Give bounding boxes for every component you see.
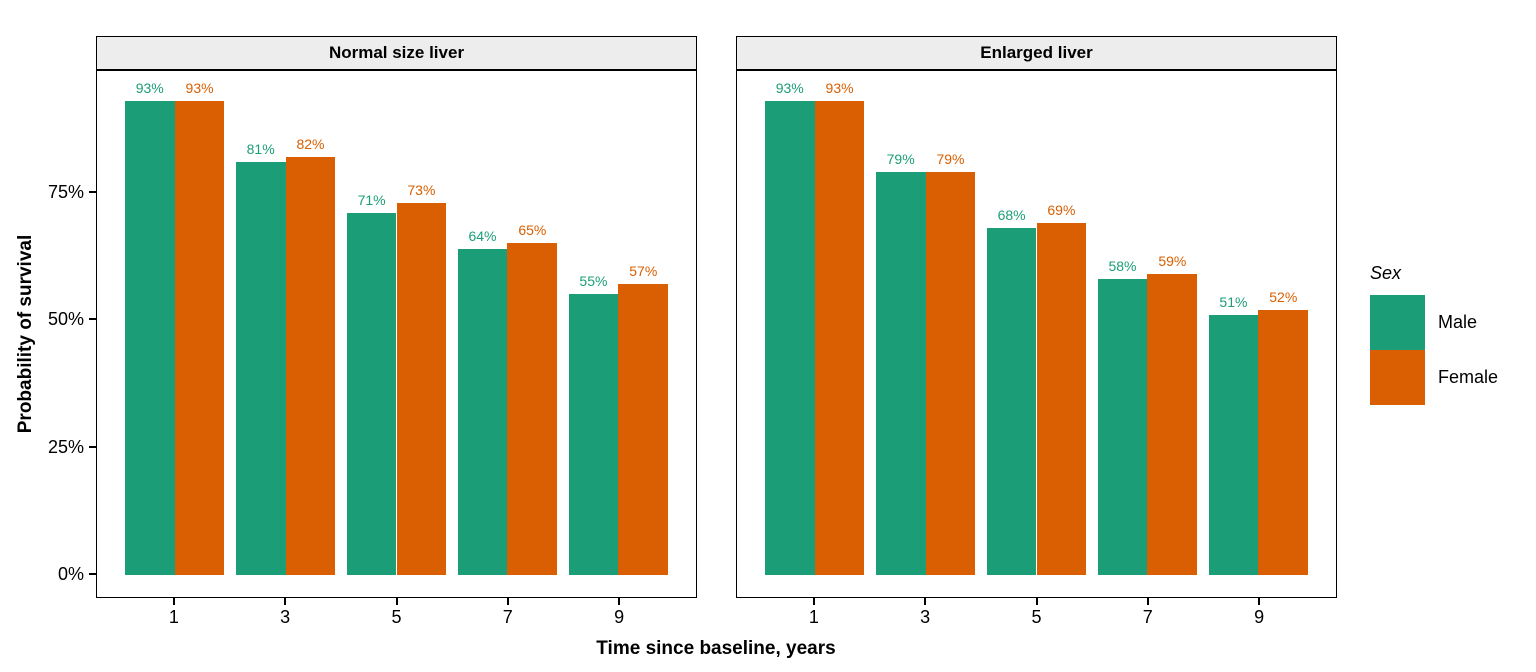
x-tick-mark [1146, 598, 1149, 605]
bar-male [986, 228, 1037, 575]
facet-panel: 93% 79% 68% 58% 51% 93% 79% 69% 59% 52% [736, 70, 1337, 598]
x-tick-label: 3 [920, 607, 931, 627]
bar-value-label: 68% [997, 207, 1026, 223]
y-tick-mark [89, 190, 97, 193]
bar-value-label: 79% [936, 151, 965, 167]
bar-value-label: 79% [886, 151, 915, 167]
bar-male [346, 213, 397, 575]
y-tick-mark [89, 573, 97, 575]
bar-value-label: 65% [518, 222, 547, 238]
x-tick-mark [1258, 598, 1261, 605]
bar-female [507, 243, 558, 575]
x-tick-mark [924, 598, 927, 605]
x-tick-label: 9 [614, 607, 625, 627]
x-tick-mark [172, 598, 175, 605]
x-tick-mark [395, 598, 398, 605]
facet-strip: Enlarged liver [736, 36, 1337, 70]
bar-value-label: 71% [357, 192, 386, 208]
bar-female [1147, 274, 1198, 575]
x-tick-mark [506, 598, 509, 605]
bar-value-label: 57% [629, 263, 658, 279]
bar-female [1258, 310, 1309, 575]
x-tick-mark [1035, 598, 1038, 605]
bar-value-label: 58% [1108, 258, 1137, 274]
bar-male [875, 172, 926, 575]
x-tick-mark [812, 598, 815, 605]
legend-item-label: Female [1438, 367, 1499, 387]
legend-item-label: Male [1438, 312, 1478, 332]
y-axis-title: Probability of survival [15, 234, 36, 434]
x-tick-label: 7 [502, 607, 513, 627]
bar-value-label: 93% [825, 80, 854, 96]
x-tick-label: 1 [808, 607, 819, 627]
x-tick-mark [284, 598, 287, 605]
x-axis-title: Time since baseline, years [596, 638, 836, 659]
bar-value-label: 69% [1047, 202, 1076, 218]
bar-value-label: 82% [296, 136, 325, 152]
x-tick-label: 9 [1254, 607, 1265, 627]
legend-items: Male Female [1370, 295, 1498, 405]
bar-value-label: 93% [775, 80, 804, 96]
legend-item-male: Male [1370, 295, 1498, 350]
facet-strip: Normal size liver [96, 36, 697, 70]
bar-male [124, 101, 175, 575]
facet-panel: 93% 81% 71% 64% 55% 93% 82% 73% 65% 57% [96, 70, 697, 598]
legend: Sex Male Female [1370, 262, 1498, 405]
bar-male [1097, 279, 1148, 575]
x-tick-label: 7 [1142, 607, 1153, 627]
bar-value-label: 93% [185, 80, 214, 96]
x-tick-label: 3 [280, 607, 291, 627]
x-tick-mark [618, 598, 621, 605]
bar-male [457, 249, 508, 575]
bar-value-label: 51% [1219, 294, 1248, 310]
bar-female [814, 101, 865, 575]
legend-key-swatch [1370, 350, 1425, 405]
bar-female [396, 203, 447, 575]
y-tick-label: 25% [47, 436, 84, 457]
x-tick-label: 5 [391, 607, 402, 627]
bar-female [925, 172, 976, 575]
bar-value-label: 64% [468, 228, 497, 244]
bar-female [618, 284, 669, 575]
bar-value-label: 93% [135, 80, 164, 96]
bar-female [174, 101, 225, 575]
bar-value-label: 52% [1269, 289, 1298, 305]
bar-male [1208, 315, 1259, 575]
y-tick-label: 0% [57, 564, 84, 584]
x-tick-label: 5 [1031, 607, 1042, 627]
bar-male [568, 294, 619, 575]
x-tick-label: 1 [168, 607, 179, 627]
bar-value-label: 73% [407, 182, 436, 198]
bar-value-label: 81% [246, 141, 275, 157]
y-tick-label: 75% [47, 181, 84, 202]
bar-value-label: 55% [579, 273, 608, 289]
y-tick-label: 50% [47, 309, 84, 329]
y-tick-mark [89, 445, 97, 448]
bar-female [1036, 223, 1087, 575]
bar-male [764, 101, 815, 575]
legend-key-swatch [1370, 295, 1425, 350]
legend-item-female: Female [1370, 350, 1498, 405]
bar-female [285, 157, 336, 575]
bar-value-label: 59% [1158, 253, 1187, 269]
y-tick-mark [89, 318, 97, 320]
legend-title: Sex [1370, 263, 1402, 283]
bar-male [235, 162, 286, 575]
